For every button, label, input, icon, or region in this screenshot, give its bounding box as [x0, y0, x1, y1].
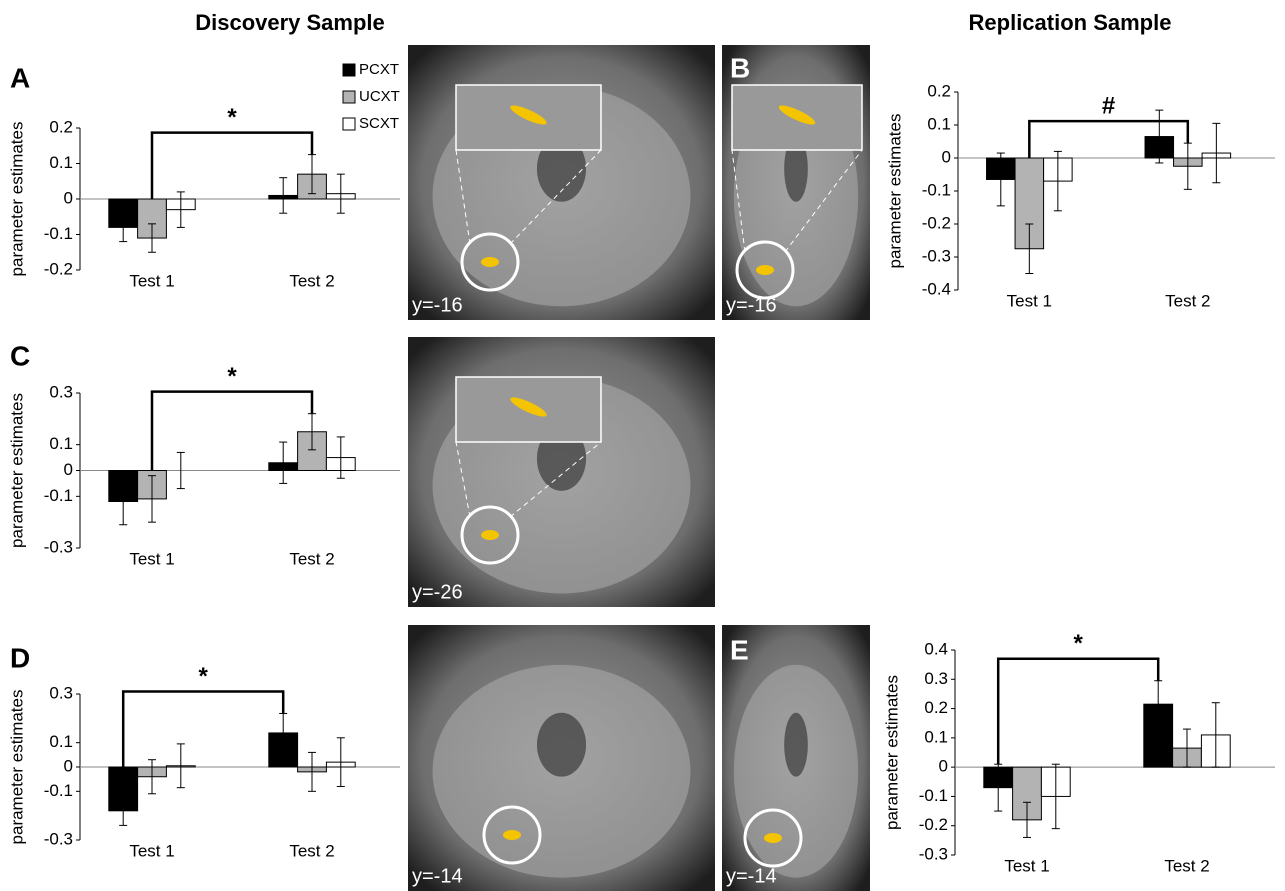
y-tick-label: -0.1	[44, 224, 73, 243]
panel-label: A	[10, 62, 30, 93]
significance-mark: #	[1102, 92, 1115, 119]
activation	[503, 830, 521, 840]
y-tick-label: 0	[64, 460, 73, 479]
legend-label: PCXT	[359, 61, 399, 78]
y-tick-label: 0.1	[49, 732, 73, 751]
x-tick-label: Test 2	[289, 271, 334, 290]
figure: Discovery Sample Replication Sample y=-1…	[0, 0, 1285, 891]
y-tick-label: -0.2	[919, 815, 948, 834]
panel-label: D	[10, 642, 30, 673]
y-axis-label: parameter estimates	[7, 690, 26, 845]
significance-mark: *	[227, 104, 237, 131]
panel-label: E	[730, 634, 749, 665]
y-tick-label: -0.3	[44, 829, 73, 848]
ventricle	[537, 713, 586, 777]
significance-mark: *	[227, 363, 237, 390]
significance-mark: *	[199, 663, 209, 690]
x-tick-label: Test 1	[129, 271, 174, 290]
x-tick-label: Test 2	[1164, 856, 1209, 875]
y-tick-label: 0	[64, 756, 73, 775]
y-tick-label: 0.3	[924, 669, 948, 688]
x-tick-label: Test 2	[289, 841, 334, 860]
y-tick-label: -0.2	[922, 213, 951, 232]
activation	[481, 530, 499, 540]
bracket	[152, 392, 312, 471]
y-tick-label: -0.4	[922, 279, 951, 298]
y-tick-label: 0.2	[927, 81, 951, 100]
slice-label: y=-16	[726, 294, 777, 316]
y-tick-label: -0.3	[922, 246, 951, 265]
y-tick-label: -0.2	[44, 259, 73, 278]
legend-swatch	[343, 91, 355, 103]
x-tick-label: Test 1	[129, 841, 174, 860]
legend-swatch	[343, 64, 355, 76]
legend-label: SCXT	[359, 115, 399, 132]
heading: Replication Sample	[969, 10, 1172, 35]
slice-label: y=-14	[726, 865, 777, 887]
y-tick-label: -0.1	[919, 786, 948, 805]
x-tick-label: Test 2	[289, 549, 334, 568]
x-tick-label: Test 1	[129, 549, 174, 568]
y-tick-label: 0.3	[49, 382, 73, 401]
bracket	[123, 691, 283, 767]
y-tick-label: -0.1	[44, 486, 73, 505]
y-tick-label: 0.3	[49, 683, 73, 702]
slice-label: y=-14	[412, 865, 463, 887]
x-tick-label: Test 2	[1165, 291, 1210, 310]
ventricle	[784, 713, 808, 777]
activation	[764, 833, 782, 843]
y-tick-label: -0.3	[44, 537, 73, 556]
y-tick-label: 0	[942, 147, 951, 166]
y-tick-label: 0.1	[927, 114, 951, 133]
y-tick-label: 0.2	[49, 117, 73, 136]
y-axis-label: parameter estimates	[7, 393, 26, 548]
y-tick-label: 0.4	[924, 639, 948, 658]
y-tick-label: 0	[939, 757, 948, 776]
bracket	[998, 659, 1158, 764]
y-axis-label: parameter estimates	[882, 675, 901, 830]
legend-label: UCXT	[359, 88, 400, 105]
y-tick-label: 0.1	[924, 727, 948, 746]
y-tick-label: 0.2	[924, 698, 948, 717]
bracket	[152, 133, 312, 199]
y-tick-label: -0.1	[44, 781, 73, 800]
slice-label: y=-26	[412, 581, 463, 603]
activation	[756, 265, 774, 275]
x-tick-label: Test 1	[1007, 291, 1052, 310]
activation	[481, 257, 499, 267]
x-tick-label: Test 1	[1004, 856, 1049, 875]
y-tick-label: 0.1	[49, 434, 73, 453]
y-tick-label: 0.1	[49, 153, 73, 172]
heading: Discovery Sample	[195, 10, 385, 35]
y-tick-label: -0.1	[922, 180, 951, 199]
panel-label: B	[730, 52, 750, 83]
y-tick-label: 0	[64, 188, 73, 207]
y-axis-label: parameter estimates	[7, 122, 26, 277]
panel-label: C	[10, 340, 30, 371]
legend-swatch	[343, 118, 355, 130]
y-axis-label: parameter estimates	[885, 114, 904, 269]
significance-mark: *	[1074, 630, 1084, 657]
y-tick-label: -0.3	[919, 844, 948, 863]
slice-label: y=-16	[412, 294, 463, 316]
